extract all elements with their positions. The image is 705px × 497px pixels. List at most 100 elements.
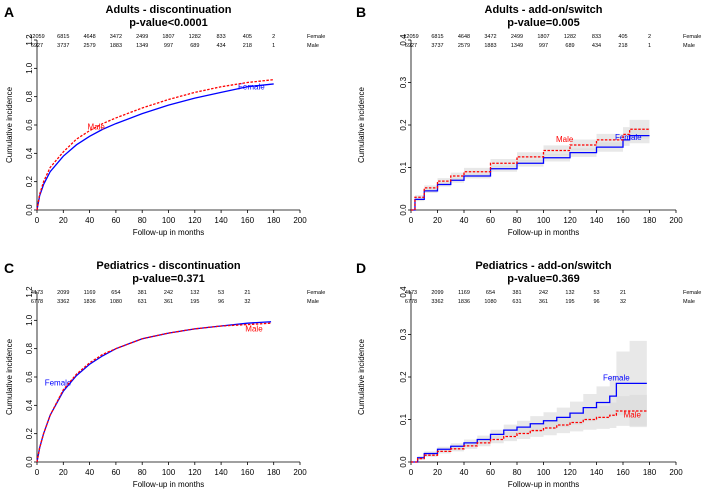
- series-line-male: [411, 128, 650, 211]
- y-tick-label: 0.8: [25, 91, 34, 103]
- y-tick-label: 0.4: [399, 286, 408, 298]
- x-tick-label: 140: [214, 468, 228, 477]
- y-tick-label: 0.2: [399, 371, 408, 383]
- y-tick-label: 0.2: [25, 428, 34, 440]
- x-tick-label: 100: [162, 468, 176, 477]
- x-tick-label: 180: [643, 216, 657, 225]
- x-tick-label: 120: [188, 468, 202, 477]
- risk-value: 405: [243, 34, 252, 40]
- y-tick-label: 0.4: [25, 147, 34, 159]
- y-tick-label: 0.0: [25, 456, 34, 468]
- x-tick-label: 80: [138, 216, 147, 225]
- risk-value: 6815: [431, 34, 443, 40]
- x-tick-label: 40: [460, 216, 469, 225]
- x-tick-label: 140: [590, 216, 604, 225]
- y-tick-label: 0.8: [25, 343, 34, 355]
- risk-value: 361: [164, 299, 173, 305]
- risk-value: 218: [618, 43, 627, 49]
- x-axis-label: Follow-up in months: [133, 480, 205, 489]
- risk-value: 1080: [110, 299, 122, 305]
- risk-value: 132: [190, 290, 199, 296]
- x-tick-label: 0: [35, 468, 40, 477]
- chart-title: Adults - discontinuation: [106, 4, 232, 16]
- risk-value: 689: [565, 43, 574, 49]
- risk-value: 631: [138, 299, 147, 305]
- panel-letter: C: [4, 260, 14, 276]
- risk-value: 434: [217, 43, 226, 49]
- risk-row-female: 12059 6815 4648 3472 2499 1807 1282 833 405 2 Fema…: [29, 34, 325, 40]
- y-axis-label: Cumulative incidence: [5, 86, 14, 163]
- y-tick-label: 0.6: [25, 119, 34, 131]
- risk-value: 1169: [458, 290, 470, 296]
- x-tick-label: 40: [85, 216, 94, 225]
- x-tick-label: 140: [590, 468, 604, 477]
- risk-value: 4173: [31, 290, 43, 296]
- y-tick-label: 0.2: [399, 119, 408, 131]
- y-axis-label: Cumulative incidence: [357, 338, 366, 415]
- series-label-male: Male: [245, 325, 263, 334]
- x-tick-label: 0: [35, 216, 40, 225]
- series-label-female: Female: [603, 373, 630, 382]
- x-tick-label: 20: [59, 216, 68, 225]
- chart-subtitle: p-value=0.005: [507, 17, 579, 29]
- risk-value: 3472: [484, 34, 496, 40]
- risk-value: 2: [648, 34, 651, 40]
- risk-row-label: Female: [307, 290, 325, 296]
- panel-d: D Pediatrics - add-on/switchp-value=0.369…: [356, 260, 701, 489]
- x-tick-label: 60: [111, 468, 120, 477]
- y-axis-label: Cumulative incidence: [5, 338, 14, 415]
- x-tick-label: 80: [513, 216, 522, 225]
- risk-value: 4648: [83, 34, 95, 40]
- risk-value: 1836: [458, 299, 470, 305]
- x-tick-label: 20: [433, 468, 442, 477]
- x-tick-label: 160: [241, 468, 255, 477]
- series-line-male: [36, 79, 274, 211]
- risk-value: 53: [218, 290, 224, 296]
- risk-row-label: Male: [307, 299, 319, 305]
- series-line-female: [36, 83, 274, 211]
- y-tick-label: 0.3: [399, 328, 408, 340]
- y-tick-label: 0.0: [399, 204, 408, 216]
- risk-value: 242: [164, 290, 173, 296]
- risk-value: 2499: [511, 34, 523, 40]
- risk-value: 32: [620, 299, 626, 305]
- series-line-female: [36, 321, 272, 463]
- risk-value: 361: [539, 299, 548, 305]
- y-tick-label: 0.3: [399, 76, 408, 88]
- x-tick-label: 160: [241, 216, 255, 225]
- risk-value: 2579: [83, 43, 95, 49]
- risk-value: 1: [648, 43, 651, 49]
- risk-value: 3472: [110, 34, 122, 40]
- risk-value: 654: [486, 290, 495, 296]
- chart-title: Pediatrics - add-on/switch: [475, 260, 612, 272]
- risk-row-female: 4173 2099 1169 654 381 242 132 53 21 Female: [405, 290, 701, 296]
- x-tick-label: 100: [537, 468, 551, 477]
- x-tick-label: 120: [563, 216, 577, 225]
- risk-value: 1807: [162, 34, 174, 40]
- y-tick-label: 0.4: [25, 399, 34, 411]
- panel-letter: B: [356, 4, 366, 20]
- risk-value: 1282: [564, 34, 576, 40]
- x-axis-label: Follow-up in months: [508, 480, 580, 489]
- y-axis-label: Cumulative incidence: [357, 86, 366, 163]
- risk-value: 381: [138, 290, 147, 296]
- risk-row-label: Male: [307, 43, 319, 49]
- series-label-female: Female: [615, 133, 642, 142]
- risk-row-male: 6927 3737 2579 1883 1349 997 689 434 218 1 Male: [31, 43, 319, 49]
- risk-row-male: 6927 3737 2579 1883 1349 997 689 434 218 1 Male: [405, 43, 695, 49]
- x-tick-label: 140: [214, 216, 228, 225]
- risk-value: 242: [539, 290, 548, 296]
- series-line-male: [36, 322, 272, 463]
- x-tick-label: 100: [162, 216, 176, 225]
- risk-value: 6815: [57, 34, 69, 40]
- risk-value: 381: [512, 290, 521, 296]
- risk-value: 6927: [31, 43, 43, 49]
- y-tick-label: 1.2: [25, 34, 34, 46]
- x-axis-label: Follow-up in months: [508, 228, 580, 237]
- risk-value: 1282: [189, 34, 201, 40]
- risk-value: 4648: [458, 34, 470, 40]
- x-tick-label: 60: [486, 468, 495, 477]
- risk-value: 2499: [136, 34, 148, 40]
- x-tick-label: 160: [616, 216, 630, 225]
